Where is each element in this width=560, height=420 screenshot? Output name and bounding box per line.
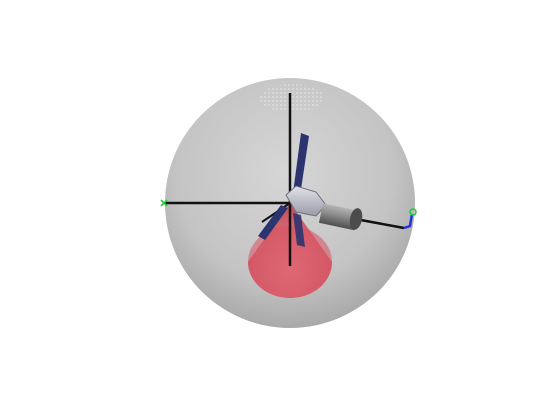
axis-marker-icon — [160, 199, 417, 230]
satellite-cylinder — [318, 203, 363, 231]
solar-panel-upper — [293, 133, 309, 196]
solar-panel-lower — [258, 205, 288, 240]
solar-panel-cone — [293, 213, 305, 247]
satellite-icon[interactable] — [258, 133, 364, 247]
pole-cap — [260, 84, 324, 112]
